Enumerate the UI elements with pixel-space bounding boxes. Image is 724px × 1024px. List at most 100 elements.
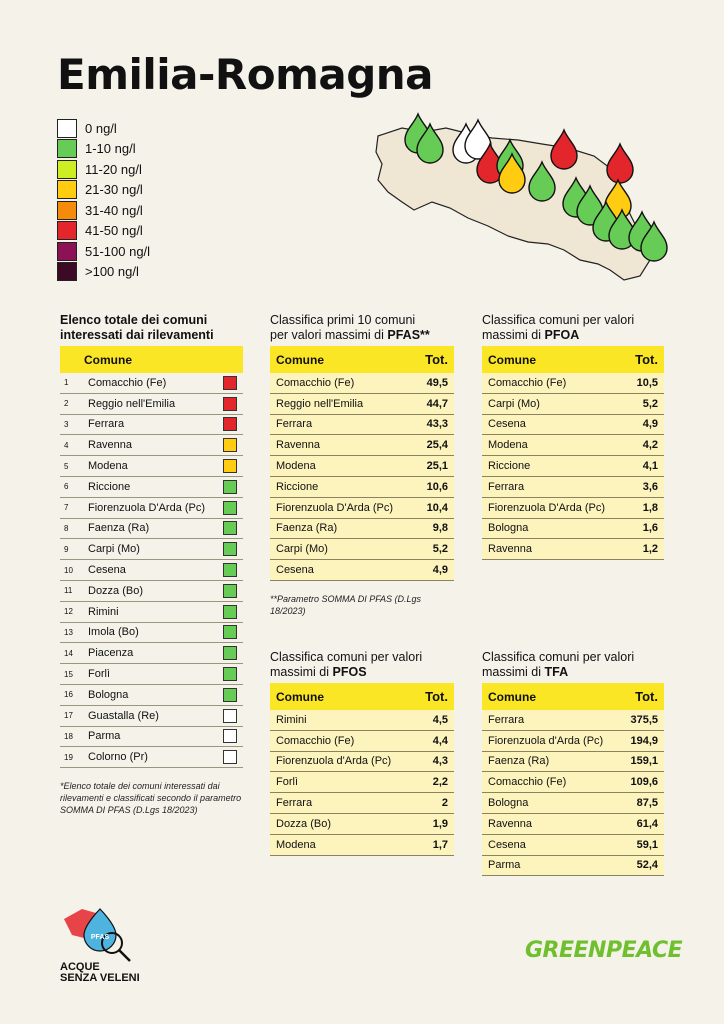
table-cell-tot: 25,1 (426, 460, 448, 473)
list-item: 9 Carpi (Mo) (60, 539, 243, 561)
list-item-index: 10 (64, 565, 73, 575)
list-item-index: 8 (64, 523, 69, 533)
table-cell-tot: 1,2 (642, 543, 658, 556)
table-cell-comune: Ferrara (276, 797, 313, 810)
legend-item: 31-40 ng/l (57, 200, 150, 221)
pfoa-table: Classifica comuni per valori massimi di … (482, 313, 664, 561)
table-cell-tot: 49,5 (426, 376, 448, 389)
legend-item: >100 ng/l (57, 262, 150, 283)
legend-swatch (57, 118, 77, 138)
pfoa-table-row: Fiorenzuola D'Arda (Pc) 1,8 (482, 497, 664, 519)
table-cell-comune: Comacchio (Fe) (276, 734, 355, 747)
list-item-name: Bologna (88, 688, 129, 701)
pfos-table-row: Dozza (Bo) 1,9 (270, 813, 454, 835)
list-item-color-box (223, 750, 237, 765)
table-cell-comune: Ferrara (488, 480, 525, 493)
list-title: Elenco totale dei comuni interessati dai… (60, 313, 214, 342)
list-item-name: Parma (88, 730, 121, 743)
list-item: 7 Fiorenzuola D'Arda (Pc) (60, 498, 243, 519)
tfa-table-row: Fiorenzuola d'Arda (Pc) 194,9 (482, 730, 664, 752)
legend-label: 11-20 ng/l (85, 161, 142, 177)
table-cell-comune: Bologna (488, 797, 529, 810)
list-item-color-box (223, 521, 237, 536)
table-cell-comune: Fiorenzuola d'Arda (Pc) (276, 755, 392, 768)
list-item-index: 2 (64, 399, 69, 409)
page-title: Emilia-Romagna (57, 50, 434, 99)
table-cell-tot: 10,5 (636, 376, 658, 389)
tfa-table-row: Ferrara 375,5 (482, 710, 664, 731)
list-item-index: 11 (64, 586, 73, 596)
table-cell-comune: Dozza (Bo) (276, 817, 332, 830)
list-item-color-box (223, 500, 237, 515)
list-item-index: 15 (64, 669, 73, 679)
table-cell-comune: Ravenna (488, 543, 533, 556)
list-item-name: Dozza (Bo) (88, 584, 144, 597)
legend-item: 11-20 ng/l (57, 159, 150, 180)
pfas-table: Classifica primi 10 comuni per valori ma… (270, 313, 454, 617)
pfoa-table-row: Ferrara 3,6 (482, 476, 664, 498)
list-item-name: Guastalla (Re) (88, 709, 159, 722)
list-item: 18 Parma (60, 727, 243, 748)
legend-label: 51-100 ng/l (85, 243, 151, 259)
legend-item: 1-10 ng/l (57, 139, 150, 160)
table-cell-tot: 4,9 (642, 418, 658, 431)
pfos-table-row: Rimini 4,5 (270, 710, 454, 731)
tfa-header: Comune Tot. (482, 683, 664, 710)
list-item-name: Faenza (Ra) (88, 522, 150, 535)
list-item-name: Ferrara (88, 418, 125, 431)
table-cell-tot: 4,4 (432, 734, 448, 747)
legend-label: 21-30 ng/l (85, 182, 143, 198)
list-item-color-box (223, 396, 237, 411)
list-item: 8 Faenza (Ra) (60, 519, 243, 540)
table-cell-comune: Comacchio (Fe) (488, 776, 567, 789)
water-drop-marker (640, 220, 668, 262)
water-drop-marker (576, 184, 604, 226)
table-cell-comune: Modena (488, 439, 528, 452)
list-item-color-box (223, 625, 237, 640)
list-item-name: Riccione (88, 480, 131, 493)
table-cell-tot: 61,4 (636, 817, 658, 830)
list-item-color-box (223, 479, 237, 494)
list-item-index: 18 (64, 731, 73, 741)
table-cell-comune: Parma (488, 859, 521, 872)
water-drop-marker (606, 142, 634, 184)
table-cell-comune: Comacchio (Fe) (276, 376, 355, 389)
list-item: 12 Rimini (60, 602, 243, 623)
list-item-index: 9 (64, 544, 69, 554)
table-cell-comune: Bologna (488, 522, 529, 535)
list-item: 4 Ravenna (60, 435, 243, 457)
acque-senza-veleni-logo: PFAS ACQUE SENZA VELENI (60, 905, 150, 984)
list-item-color-box (223, 667, 237, 682)
list-item: 6 Riccione (60, 477, 243, 498)
legend-item: 21-30 ng/l (57, 180, 150, 201)
list-item: 5 Modena (60, 456, 243, 477)
table-cell-tot: 4,3 (432, 755, 448, 768)
table-cell-tot: 4,1 (642, 460, 658, 473)
table-cell-comune: Modena (276, 838, 316, 851)
list-item-color-box (223, 646, 237, 661)
list-item: 14 Piacenza (60, 643, 243, 665)
table-cell-tot: 109,6 (630, 776, 658, 789)
list-item-name: Comacchio (Fe) (88, 376, 167, 389)
table-cell-comune: Fiorenzuola d'Arda (Pc) (488, 734, 604, 747)
list-item: 1 Comacchio (Fe) (60, 373, 243, 394)
legend-swatch (57, 221, 77, 241)
table-cell-comune: Riccione (488, 460, 531, 473)
table-cell-tot: 43,3 (426, 418, 448, 431)
table-cell-comune: Modena (276, 460, 316, 473)
pfos-header: Comune Tot. (270, 683, 454, 710)
table-cell-tot: 44,7 (426, 397, 448, 410)
tfa-table-row: Cesena 59,1 (482, 834, 664, 856)
list-item-name: Forlì (88, 668, 110, 681)
table-cell-tot: 59,1 (636, 838, 658, 851)
list-item: 13 Imola (Bo) (60, 623, 243, 644)
list-item: 19 Colorno (Pr) (60, 747, 243, 769)
pfas-table-row: Ferrara 43,3 (270, 414, 454, 436)
list-item-name: Fiorenzuola D'Arda (Pc) (88, 501, 206, 514)
list-note: *Elenco totale dei comuni interessati da… (60, 781, 242, 816)
table-cell-tot: 5,2 (432, 543, 448, 556)
list-item-name: Piacenza (88, 647, 134, 660)
pfas-table-row: Faenza (Ra) 9,8 (270, 518, 454, 540)
tfa-table-row: Faenza (Ra) 159,1 (482, 751, 664, 773)
list-item-index: 16 (64, 690, 73, 700)
